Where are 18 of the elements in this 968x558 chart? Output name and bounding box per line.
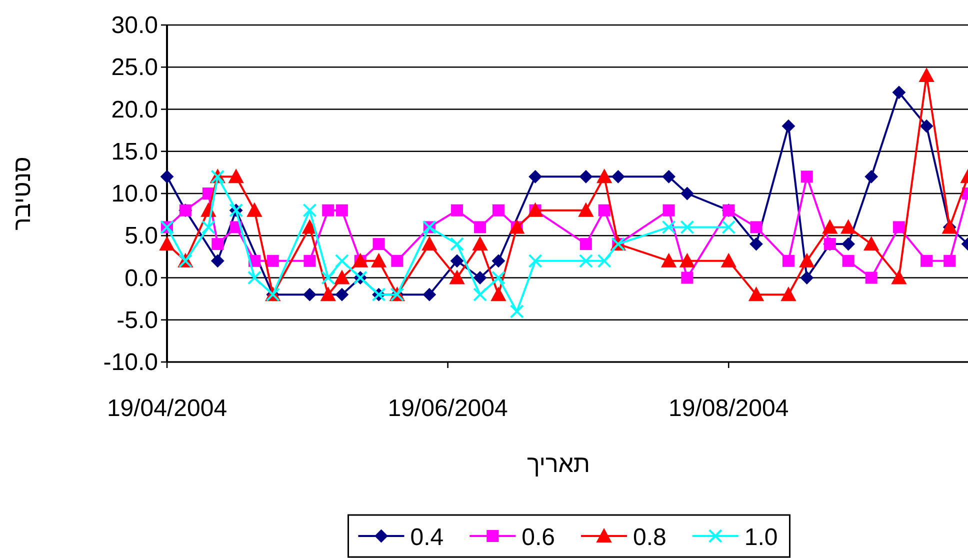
legend-label: 0.8	[633, 524, 666, 551]
legend-label: 0.4	[410, 524, 444, 551]
y-tick-label: 20.0	[111, 96, 158, 124]
y-tick-label: 0.0	[124, 264, 158, 292]
legend-label: 0.6	[522, 524, 555, 551]
x-axis-title: תאריך	[526, 451, 590, 478]
y-tick-label: 5.0	[124, 222, 158, 250]
y-tick-label: 30.0	[111, 12, 158, 39]
y-tick-label: 10.0	[111, 180, 158, 208]
x-tick-label: 19/06/2004	[388, 395, 508, 422]
y-axis-title: סנטיבר	[9, 156, 36, 230]
x-tick-label: 19/08/2004	[668, 395, 789, 422]
y-tick-label: -5.0	[116, 306, 158, 334]
y-tick-label: 25.0	[111, 54, 158, 82]
legend-label: 1.0	[744, 524, 778, 551]
y-tick-label: 15.0	[111, 138, 158, 166]
x-tick-label: 19/04/2004	[106, 395, 228, 422]
y-tick-label: -10.0	[103, 349, 158, 376]
